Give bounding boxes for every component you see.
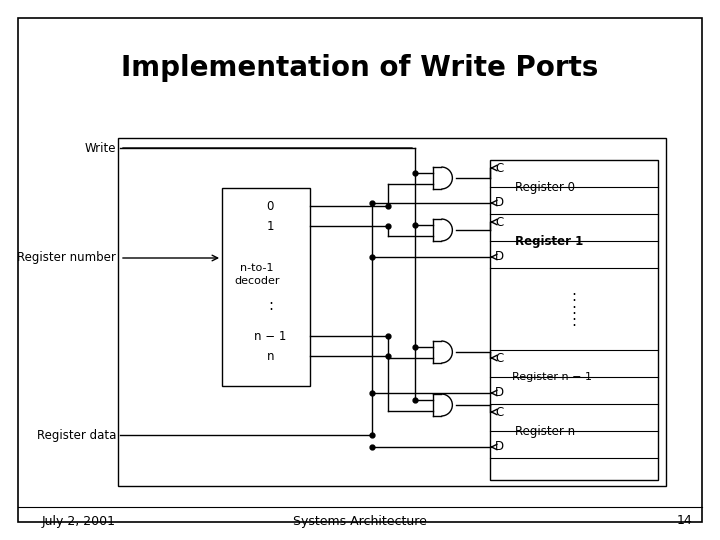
Text: n: n <box>266 349 274 362</box>
Text: :: : <box>268 299 273 314</box>
Bar <box>118 138 666 486</box>
Text: decoder: decoder <box>235 276 280 286</box>
Text: Register 0: Register 0 <box>515 180 575 193</box>
Text: 14: 14 <box>676 515 692 528</box>
Text: D: D <box>495 387 504 400</box>
Text: 0: 0 <box>266 199 274 213</box>
Text: Register 1: Register 1 <box>515 234 583 247</box>
Text: D: D <box>495 197 504 210</box>
Text: July 2, 2001: July 2, 2001 <box>42 515 116 528</box>
Text: C: C <box>495 406 503 419</box>
Text: n-to-1: n-to-1 <box>240 263 274 273</box>
Text: C: C <box>495 352 503 365</box>
Bar <box>222 188 310 386</box>
Text: n − 1: n − 1 <box>254 329 287 342</box>
Text: Systems Architecture: Systems Architecture <box>293 515 427 528</box>
Text: C: C <box>495 161 503 174</box>
Text: D: D <box>495 441 504 454</box>
Text: Write: Write <box>84 141 116 154</box>
Text: C: C <box>495 215 503 228</box>
Text: :
:
:: : : : <box>572 289 577 329</box>
Text: Implementation of Write Ports: Implementation of Write Ports <box>121 54 599 82</box>
Text: 1: 1 <box>266 219 274 233</box>
Text: Register data: Register data <box>37 429 116 442</box>
Text: Register n − 1: Register n − 1 <box>512 372 592 382</box>
Text: Register number: Register number <box>17 252 116 265</box>
Text: Register n: Register n <box>515 424 575 437</box>
Text: D: D <box>495 251 504 264</box>
Bar <box>490 160 658 480</box>
